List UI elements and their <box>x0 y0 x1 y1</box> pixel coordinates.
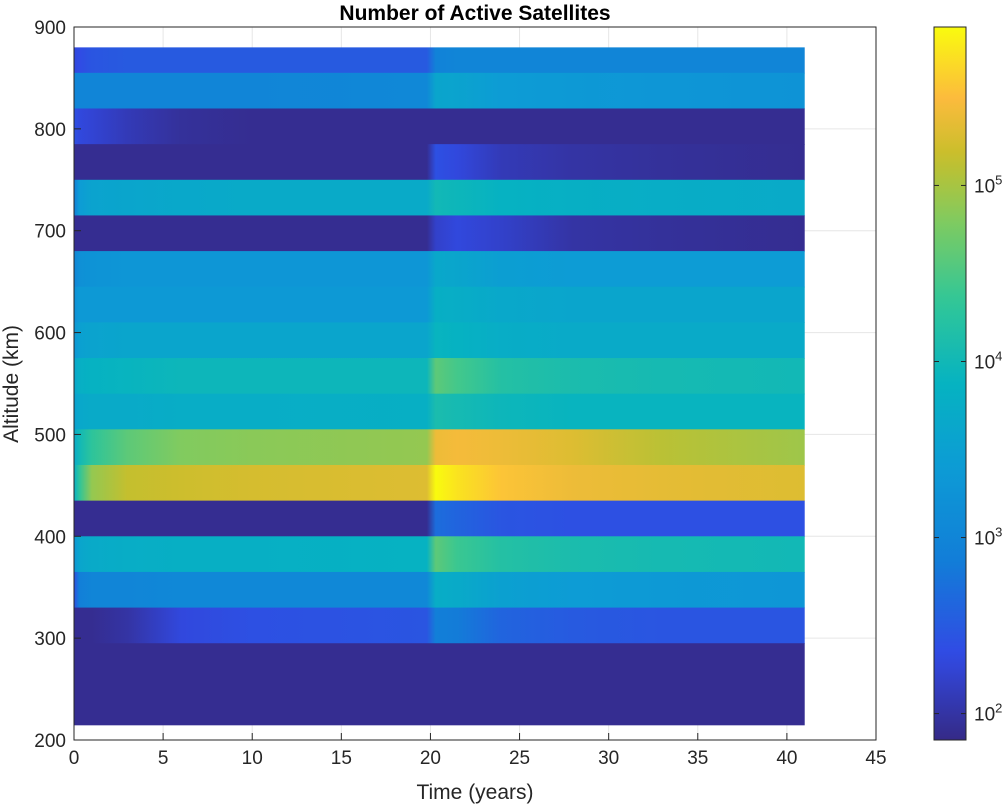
heatmap-band <box>74 643 805 726</box>
x-axis-label: Time (years) <box>416 781 533 804</box>
colorbar-border <box>933 26 967 741</box>
y-tick-label: 300 <box>34 629 66 650</box>
x-tick-label: 15 <box>331 748 352 769</box>
y-tick-label: 800 <box>34 120 66 141</box>
x-tick-label: 45 <box>865 748 886 769</box>
y-axis-ticks: 200 300 400 500 600 700 800 900 <box>34 18 81 752</box>
colorbar-tick-label: 103 <box>974 525 1002 550</box>
x-tick-label: 10 <box>242 748 263 769</box>
heatmap-band <box>74 571 805 609</box>
heatmap-band <box>74 322 805 359</box>
heatmap-band <box>74 607 805 644</box>
heatmap-band <box>74 72 805 110</box>
colorbar-ticks: 102 103 104 105 <box>934 172 1002 726</box>
plot-border <box>73 26 877 741</box>
heatmap-band <box>74 358 805 395</box>
heatmap-band <box>74 536 805 573</box>
x-axis-ticks: 0 5 10 15 20 25 30 35 40 45 <box>69 733 887 769</box>
heatmap-band <box>74 144 805 181</box>
x-tick-label: 0 <box>69 748 80 769</box>
y-tick-label: 200 <box>34 731 66 752</box>
x-tick-label: 30 <box>598 748 619 769</box>
heatmap-band <box>74 393 805 430</box>
heatmap-band <box>74 47 805 74</box>
heatmap-band <box>74 251 805 288</box>
colorbar-tick-label: 105 <box>974 172 1002 197</box>
y-tick-label: 600 <box>34 324 66 345</box>
heatmap-band <box>74 500 805 537</box>
heatmap-band <box>74 179 805 217</box>
chart-title: Number of Active Satellites <box>339 2 610 25</box>
y-axis-label: Altitude (km) <box>0 325 23 443</box>
heatmap-band <box>74 286 805 323</box>
y-tick-label: 400 <box>34 527 66 548</box>
heatmap-band <box>74 429 805 466</box>
y-tick-label: 700 <box>34 222 66 243</box>
heatmap-band <box>74 215 805 252</box>
x-tick-label: 20 <box>420 748 441 769</box>
colorbar-tick-label: 104 <box>974 348 1002 373</box>
y-tick-label: 500 <box>34 425 66 446</box>
x-tick-label: 35 <box>687 748 708 769</box>
heatmap-band <box>74 464 805 502</box>
colorbar <box>934 27 966 740</box>
x-tick-label: 5 <box>158 748 169 769</box>
y-tick-label: 900 <box>34 18 66 39</box>
x-tick-label: 40 <box>776 748 797 769</box>
colorbar-tick-label: 102 <box>974 701 1002 726</box>
heatmap-bands <box>74 47 805 726</box>
x-tick-label: 25 <box>509 748 530 769</box>
heatmap-band <box>74 108 805 145</box>
